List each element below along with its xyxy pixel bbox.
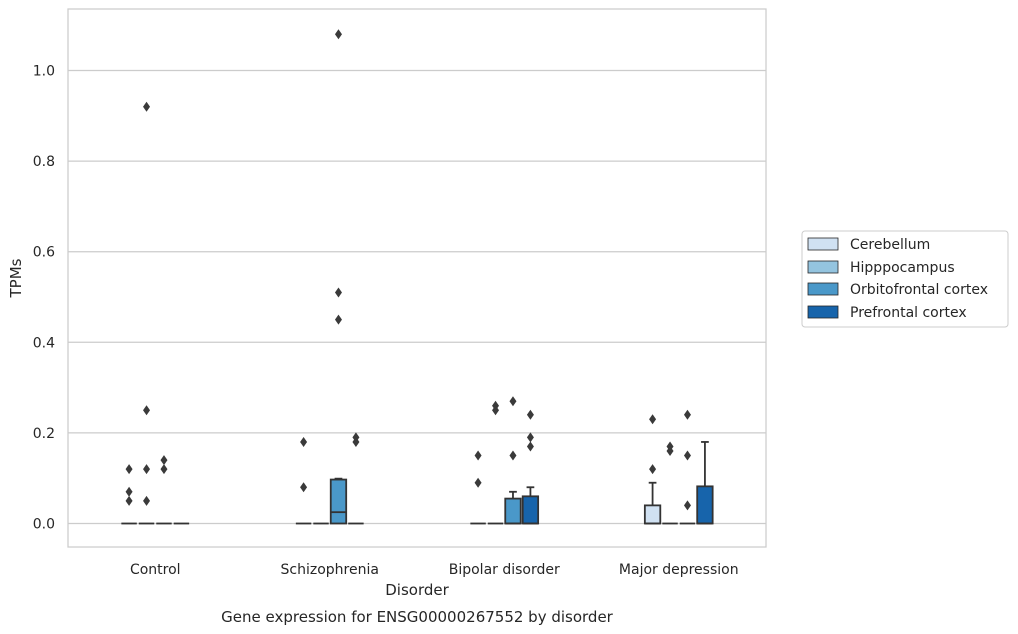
outlier-point (683, 409, 691, 420)
outlier-point (666, 446, 674, 457)
box-series (121, 441, 714, 525)
outlier-point (509, 396, 517, 407)
y-tick-label: 0.4 (33, 335, 55, 351)
legend-swatch-orbitofrontal (807, 282, 839, 296)
legend-label-cerebellum: Cerebellum (850, 237, 930, 253)
outlier-points (125, 29, 691, 511)
outlier-point (683, 450, 691, 461)
outlier-point (649, 464, 657, 475)
outlier-point (334, 287, 342, 298)
y-tick-label: 0.2 (33, 426, 55, 442)
outlier-point (160, 464, 168, 475)
outlier-point (143, 495, 151, 506)
outlier-point (300, 436, 308, 447)
outlier-point (649, 414, 657, 425)
legend-frame (801, 230, 1009, 328)
box (521, 495, 540, 525)
outlier-point (526, 432, 534, 443)
y-tick-label: 0.8 (33, 154, 55, 170)
box (696, 485, 714, 525)
legend-label-prefrontal: Prefrontal cortex (850, 305, 967, 321)
x-tick-label: Major depression (619, 562, 739, 578)
x-tick-label: Bipolar disorder (449, 562, 560, 578)
legend-label-orbitofrontal: Orbitofrontal cortex (850, 282, 988, 298)
box (643, 504, 662, 525)
outlier-point (160, 455, 168, 466)
plot-frame (67, 8, 767, 548)
outlier-point (300, 482, 308, 493)
x-tick-label: Schizophrenia (281, 562, 379, 578)
outlier-point (143, 101, 151, 112)
outlier-point (526, 441, 534, 452)
outlier-point (125, 464, 133, 475)
outlier-point (352, 436, 360, 447)
legend-swatch-prefrontal (807, 305, 839, 319)
legend-label-hippocampus: Hipppocampus (850, 260, 955, 276)
outlier-point (526, 409, 534, 420)
y-tick-label: 1.0 (33, 64, 55, 80)
legend-swatch-hippocampus (807, 260, 839, 274)
outlier-point (683, 500, 691, 511)
outlier-point (125, 495, 133, 506)
chart-title: Gene expression for ENSG00000267552 by d… (221, 608, 614, 626)
legend: Cerebellum Hipppocampus Orbitofrontal co… (801, 230, 1009, 328)
box (504, 497, 522, 525)
outlier-point (474, 477, 482, 488)
x-axis-label: Disorder (385, 581, 449, 599)
gridlines (68, 69, 766, 525)
outlier-point (143, 464, 151, 475)
x-tick-label: Control (130, 562, 181, 578)
outlier-point (334, 314, 342, 325)
outlier-point (125, 486, 133, 497)
outlier-point (474, 450, 482, 461)
outlier-point (143, 405, 151, 416)
y-tick-label: 0.6 (33, 245, 55, 261)
outlier-point (334, 29, 342, 40)
outlier-point (492, 405, 500, 416)
x-tick-labels: Control Schizophrenia Bipolar disorder Majo… (130, 562, 739, 578)
box (329, 478, 348, 525)
y-axis-label: TPMs (7, 258, 25, 298)
outlier-point (509, 450, 517, 461)
y-tick-label: 0.0 (33, 517, 55, 533)
legend-swatch-cerebellum (807, 237, 839, 251)
y-tick-labels: 0.0 0.2 0.4 0.6 0.8 1.0 (33, 64, 55, 533)
